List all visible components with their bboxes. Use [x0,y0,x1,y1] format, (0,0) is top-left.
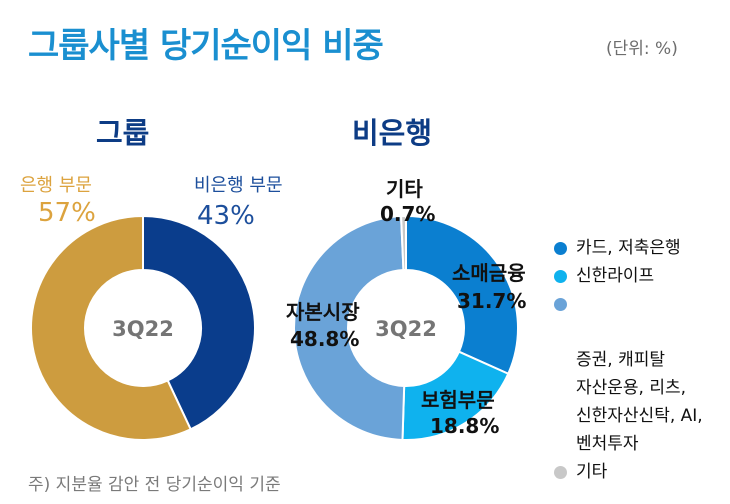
nonbank-slice-3 [400,214,407,272]
nonbank-center-label: 3Q22 [375,317,437,341]
slice-label-capital-market: 자본시장 [286,300,360,324]
legend-swatch [554,270,567,283]
legend-text: 신한라이프 [576,266,655,286]
nonbank-slice-1 [401,350,510,441]
slice-label-nonbank: 비은행 부문 [194,175,283,196]
unit-label: (단위: %) [606,39,678,59]
slice-value-retail: 31.7% [457,289,527,313]
slice-value-bank: 57% [38,198,96,228]
slice-label-other: 기타 [386,177,423,201]
group-slice-1 [30,214,193,441]
slice-label-bank: 은행 부문 [20,175,92,196]
legend: 카드, 저축은행 신한라이프 증권, 캐피탈 자산운용, 리츠, 신한자산신탁,… [554,234,703,486]
legend-text: 카드, 저축은행 [576,238,681,258]
slice-label-retail: 소매금융 [452,261,526,285]
slice-value-insurance: 18.8% [430,414,500,438]
chart-title-nonbank: 비은행 [352,116,433,150]
legend-swatch [554,298,567,311]
slice-value-nonbank: 43% [197,201,255,231]
legend-item-retail: 카드, 저축은행 [554,234,703,262]
nonbank-slice-2 [293,215,406,441]
group-slice-0 [142,214,256,431]
footnote: 주) 지분율 감안 전 당기순이익 기준 [28,475,281,495]
slice-value-capital-market: 48.8% [290,327,360,351]
legend-item-capital-market: 증권, 캐피탈 자산운용, 리츠, 신한자산신탁, AI, 벤처투자 [554,290,703,458]
slice-value-other: 0.7% [380,202,436,226]
group-center-label: 3Q22 [112,317,174,341]
nonbank-slice-0 [405,214,519,376]
legend-item-insurance: 신한라이프 [554,262,703,290]
chart-title-group: 그룹 [96,116,150,150]
legend-swatch [554,466,567,479]
legend-swatch [554,242,567,255]
legend-text: 기타 [576,462,608,482]
legend-item-other: 기타 [554,458,703,486]
legend-text: 증권, 캐피탈 자산운용, 리츠, 신한자산신탁, AI, 벤처투자 [576,350,703,454]
slice-label-insurance: 보험부문 [421,388,495,412]
page-title: 그룹사별 당기순이익 비중 [28,26,384,66]
